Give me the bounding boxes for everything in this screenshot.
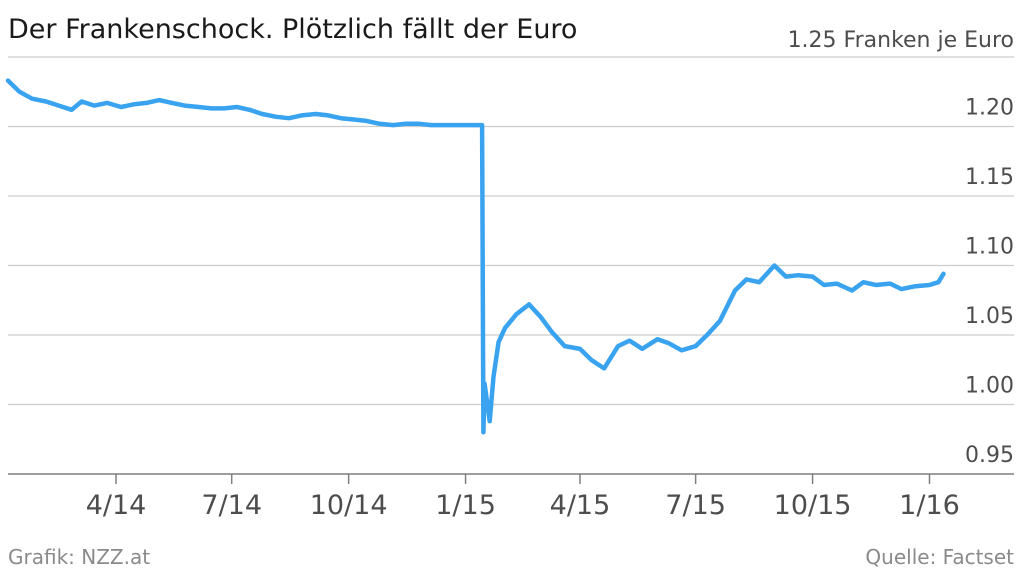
unit-label: 1.25 Franken je Euro	[788, 28, 1014, 53]
x-tick-label: 7/15	[665, 490, 726, 521]
x-tick-label: 10/14	[310, 490, 388, 521]
x-tick-label: 7/14	[201, 490, 262, 521]
y-tick-label: 1.15	[965, 165, 1014, 190]
y-tick-label: 1.05	[965, 304, 1014, 329]
x-tick-label: 4/15	[550, 490, 611, 521]
y-tick-label: 1.20	[965, 96, 1014, 121]
y-axis-ticks: 1.20 1.15 1.10 1.05 1.00 0.95	[965, 96, 1014, 469]
x-tick-label: 1/15	[435, 490, 496, 521]
gridlines	[8, 56, 1014, 406]
x-tick-label: 4/14	[86, 490, 147, 521]
x-tick-label: 10/15	[774, 490, 852, 521]
source-credit-right: Quelle: Factset	[865, 545, 1014, 569]
y-tick-label: 0.95	[965, 443, 1014, 468]
series-line	[5, 78, 946, 435]
data-series	[5, 78, 946, 435]
source-credit-left: Grafik: NZZ.at	[8, 545, 150, 569]
x-axis: 4/14 7/14 10/14 1/15 4/15 7/15 10/15 1/16	[8, 473, 1014, 521]
y-tick-label: 1.00	[965, 374, 1014, 399]
chart-title: Der Frankenschock. Plötzlich fällt der E…	[8, 14, 577, 45]
x-tick-label: 1/16	[899, 490, 960, 521]
y-tick-label: 1.10	[965, 235, 1014, 260]
